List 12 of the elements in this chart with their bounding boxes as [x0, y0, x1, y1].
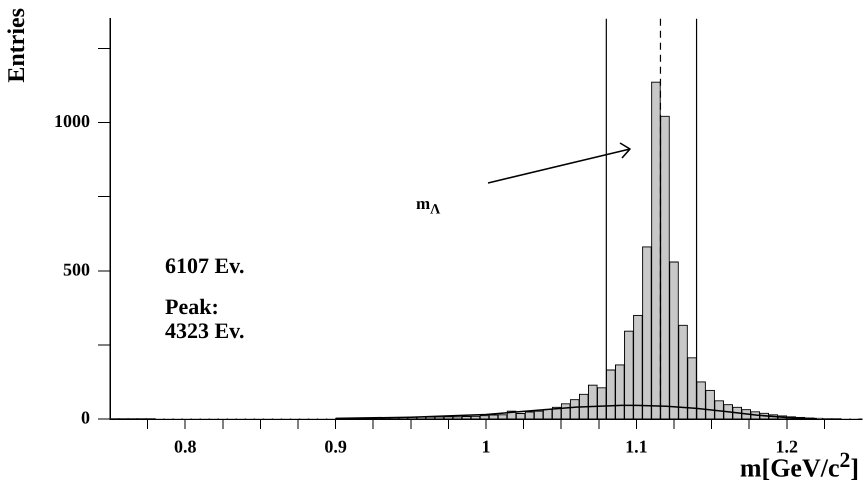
- y-tick-label: 0: [81, 408, 90, 428]
- annotation: 4323 Ev.: [165, 318, 244, 343]
- y-tick-label: 500: [63, 259, 90, 280]
- y-tick-label: 1000: [54, 111, 90, 132]
- x-tick-label: 0.9: [324, 436, 347, 456]
- x-tick-label: 1: [482, 436, 490, 456]
- annotation: 6107 Ev.: [165, 253, 244, 278]
- annotation: Peak:: [165, 294, 219, 319]
- x-tick-label: 1.1: [625, 436, 648, 456]
- y-axis-title: Entries: [4, 8, 31, 83]
- x-tick-label: 0.8: [174, 436, 196, 456]
- annotation: m$_{Λ}$: [416, 194, 440, 218]
